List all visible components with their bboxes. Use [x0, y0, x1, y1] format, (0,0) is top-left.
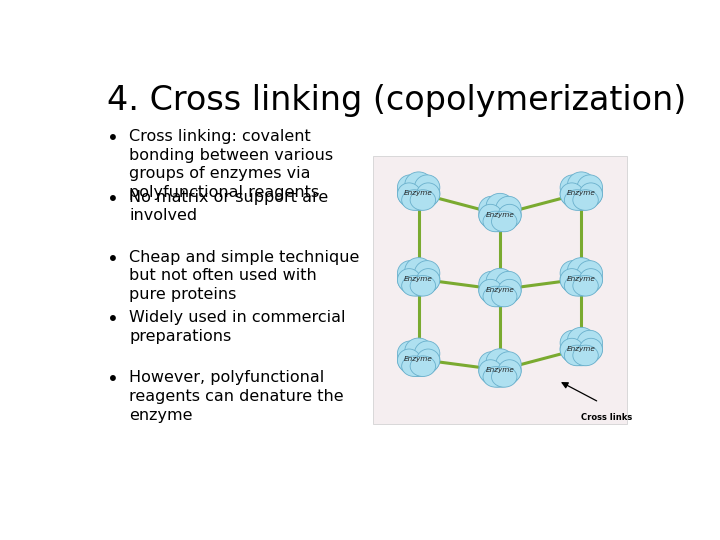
Ellipse shape: [579, 338, 603, 361]
Ellipse shape: [560, 261, 585, 286]
Ellipse shape: [579, 183, 603, 206]
Ellipse shape: [498, 279, 521, 302]
Ellipse shape: [567, 258, 595, 283]
Ellipse shape: [564, 345, 590, 366]
Ellipse shape: [560, 176, 603, 210]
Text: Enzyme: Enzyme: [404, 356, 433, 362]
Text: •: •: [107, 250, 119, 269]
Text: Enzyme: Enzyme: [567, 276, 595, 282]
Ellipse shape: [402, 190, 427, 210]
Ellipse shape: [486, 349, 514, 374]
Ellipse shape: [479, 360, 502, 383]
Ellipse shape: [415, 261, 440, 286]
Ellipse shape: [410, 356, 436, 376]
Ellipse shape: [479, 271, 504, 296]
Ellipse shape: [410, 275, 436, 296]
Ellipse shape: [564, 190, 590, 210]
Ellipse shape: [405, 172, 433, 197]
Ellipse shape: [410, 190, 436, 210]
Ellipse shape: [479, 352, 504, 377]
Ellipse shape: [573, 190, 598, 210]
Ellipse shape: [397, 175, 423, 200]
Ellipse shape: [397, 268, 420, 292]
Ellipse shape: [415, 341, 440, 366]
Ellipse shape: [479, 198, 521, 232]
Ellipse shape: [577, 175, 603, 200]
Ellipse shape: [416, 349, 440, 372]
Ellipse shape: [560, 268, 583, 292]
Ellipse shape: [397, 262, 440, 296]
Ellipse shape: [397, 341, 423, 366]
Ellipse shape: [405, 258, 433, 283]
Ellipse shape: [483, 211, 508, 232]
Ellipse shape: [560, 330, 585, 355]
Ellipse shape: [567, 327, 595, 353]
Ellipse shape: [402, 356, 427, 376]
Ellipse shape: [397, 349, 420, 372]
Ellipse shape: [560, 338, 583, 361]
Ellipse shape: [573, 345, 598, 366]
Ellipse shape: [496, 197, 521, 221]
Text: •: •: [107, 370, 119, 389]
Text: Enzyme: Enzyme: [485, 212, 514, 218]
Ellipse shape: [397, 176, 440, 210]
Ellipse shape: [492, 286, 517, 307]
Ellipse shape: [479, 197, 504, 221]
Ellipse shape: [496, 271, 521, 296]
Text: Widely used in commercial
preparations: Widely used in commercial preparations: [129, 310, 346, 344]
Text: •: •: [107, 310, 119, 329]
Text: •: •: [107, 129, 119, 149]
Ellipse shape: [486, 268, 514, 294]
Text: Cheap and simple technique
but not often used with
pure proteins: Cheap and simple technique but not often…: [129, 250, 359, 302]
Ellipse shape: [560, 183, 583, 206]
Ellipse shape: [397, 183, 420, 206]
Ellipse shape: [573, 275, 598, 296]
Text: Enzyme: Enzyme: [485, 367, 514, 373]
Ellipse shape: [496, 352, 521, 377]
Text: Enzyme: Enzyme: [404, 190, 433, 196]
Ellipse shape: [479, 353, 521, 387]
Ellipse shape: [560, 332, 603, 366]
Ellipse shape: [479, 273, 521, 307]
Ellipse shape: [577, 330, 603, 355]
Ellipse shape: [560, 175, 585, 200]
Text: No matrix or support are
involved: No matrix or support are involved: [129, 190, 328, 223]
Ellipse shape: [564, 275, 590, 296]
Ellipse shape: [492, 211, 517, 232]
Ellipse shape: [567, 172, 595, 197]
Ellipse shape: [405, 338, 433, 363]
Ellipse shape: [479, 279, 502, 302]
Ellipse shape: [483, 286, 508, 307]
Ellipse shape: [397, 261, 423, 286]
Ellipse shape: [492, 367, 517, 387]
Ellipse shape: [560, 262, 603, 296]
Ellipse shape: [577, 261, 603, 286]
Ellipse shape: [579, 268, 603, 292]
Text: Enzyme: Enzyme: [404, 276, 433, 282]
Ellipse shape: [415, 175, 440, 200]
Ellipse shape: [498, 360, 521, 383]
Text: Enzyme: Enzyme: [567, 190, 595, 196]
Text: However, polyfunctional
reagents can denature the
enzyme: However, polyfunctional reagents can den…: [129, 370, 343, 423]
Text: Enzyme: Enzyme: [567, 346, 595, 352]
Text: 4. Cross linking (copolymerization): 4. Cross linking (copolymerization): [107, 84, 686, 117]
FancyBboxPatch shape: [373, 156, 627, 423]
Ellipse shape: [479, 204, 502, 227]
Ellipse shape: [483, 367, 508, 387]
Text: Cross links: Cross links: [581, 413, 632, 422]
Text: Cross linking: covalent
bonding between various
groups of enzymes via
polyfuncti: Cross linking: covalent bonding between …: [129, 129, 333, 200]
Ellipse shape: [416, 183, 440, 206]
Ellipse shape: [486, 193, 514, 219]
Ellipse shape: [498, 204, 521, 227]
Ellipse shape: [397, 342, 440, 376]
Ellipse shape: [416, 268, 440, 292]
Text: Enzyme: Enzyme: [485, 287, 514, 293]
Ellipse shape: [402, 275, 427, 296]
Text: •: •: [107, 190, 119, 208]
